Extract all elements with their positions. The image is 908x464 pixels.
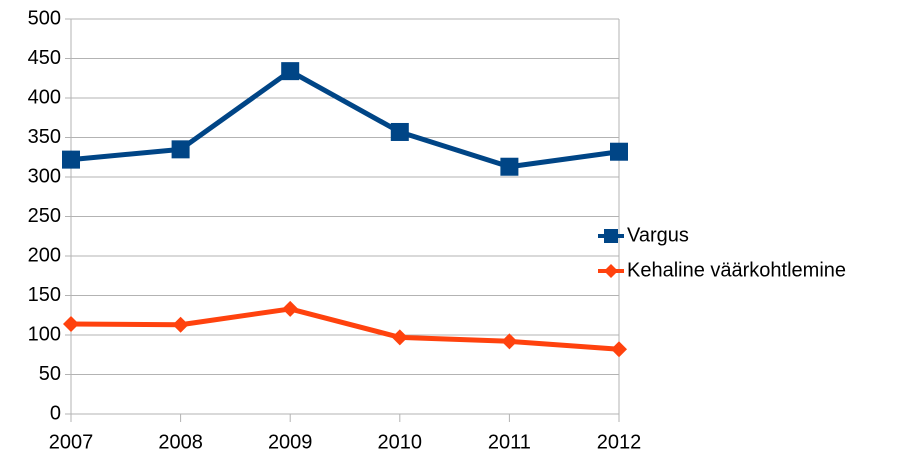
series-line — [70, 68, 620, 170]
marker — [390, 122, 409, 141]
marker — [611, 341, 627, 358]
marker — [171, 140, 190, 159]
y-tick-label: 500 — [28, 7, 61, 29]
marker — [62, 150, 80, 169]
legend-label: Kehaline väärkohtlemine — [627, 259, 846, 281]
y-tick-label: 50 — [39, 363, 61, 385]
marker — [282, 300, 299, 317]
marker — [281, 62, 300, 81]
x-tick-label: 2007 — [49, 431, 94, 453]
y-tick-label: 100 — [28, 323, 61, 345]
y-tick-label: 150 — [28, 284, 61, 306]
x-tick-label: 2011 — [488, 431, 531, 453]
legend-label: Vargus — [627, 224, 689, 246]
marker — [391, 329, 408, 346]
y-tick-label: 200 — [28, 244, 61, 266]
x-tick-label: 2009 — [268, 431, 313, 453]
y-tick-label: 0 — [50, 402, 61, 424]
marker — [172, 316, 189, 333]
y-tick-label: 350 — [28, 126, 61, 148]
marker — [501, 333, 518, 350]
y-tick-label: 300 — [28, 165, 61, 187]
marker — [63, 315, 79, 332]
series-line — [70, 306, 620, 352]
x-tick-label: 2012 — [597, 431, 642, 453]
y-tick-label: 400 — [28, 86, 61, 108]
y-tick-label: 450 — [28, 47, 61, 69]
y-tick-label: 250 — [28, 205, 61, 227]
marker — [500, 157, 519, 176]
legend-marker — [604, 264, 618, 278]
marker — [610, 142, 628, 161]
x-tick-label: 2010 — [378, 431, 423, 453]
legend-marker — [604, 229, 618, 243]
x-tick-label: 2008 — [158, 431, 203, 453]
